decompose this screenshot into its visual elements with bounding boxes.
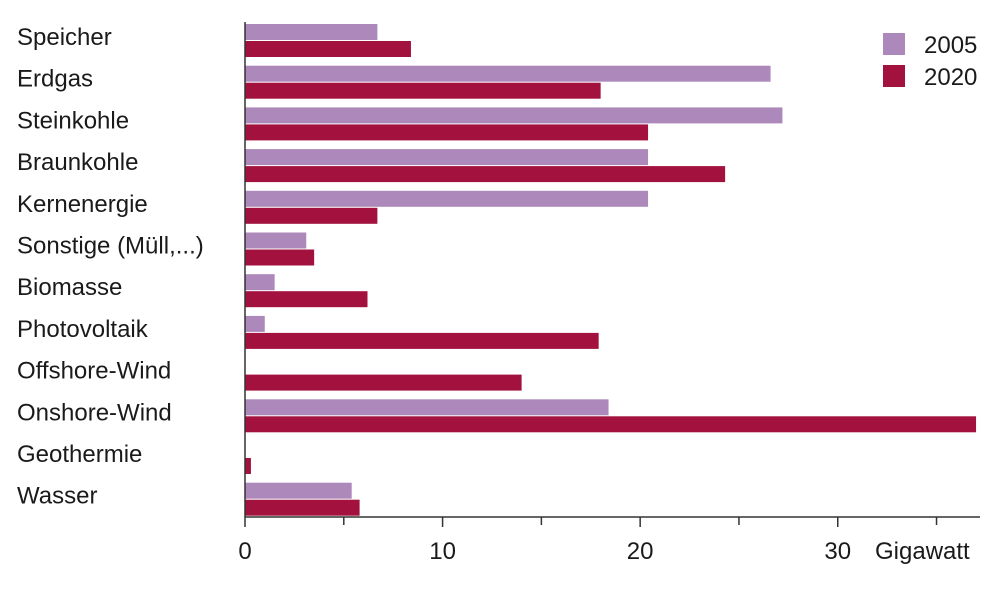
category-label: Speicher	[17, 24, 112, 51]
bar-2020	[245, 332, 599, 349]
x-tick-label: 10	[429, 538, 456, 565]
bar-2005	[245, 65, 771, 82]
bar-2020	[245, 41, 411, 57]
legend-label-2005: 2005	[924, 32, 977, 59]
legend: 2005 2020	[883, 32, 977, 91]
category-label: Braunkohle	[17, 149, 138, 176]
category-label: Offshore-Wind	[17, 358, 171, 385]
bar-2005	[245, 315, 265, 332]
bar-2005	[245, 482, 352, 499]
bar-2005	[245, 399, 609, 416]
category-label: Geothermie	[17, 441, 142, 468]
x-tick-label: 20	[627, 538, 654, 565]
x-axis-ticks: 0 10 20 30	[238, 517, 938, 565]
bar-2020	[245, 374, 522, 391]
bars-group	[245, 24, 977, 516]
bar-2020	[245, 416, 977, 433]
category-label: Biomasse	[17, 274, 122, 301]
category-labels: Speicher Erdgas Steinkohle Braunkohle Kernen…	[17, 24, 204, 510]
bar-2005	[245, 190, 649, 207]
x-axis-unit-label: Gigawatt	[875, 538, 970, 565]
category-label: Steinkohle	[17, 107, 129, 134]
bar-2020	[245, 249, 315, 266]
category-label: Sonstige (Müll,...)	[17, 233, 204, 260]
bar-2020	[245, 82, 601, 99]
bar-2005	[245, 232, 307, 249]
category-label: Erdgas	[17, 66, 93, 93]
bar-2020	[245, 124, 649, 141]
bar-2005	[245, 274, 275, 291]
bar-2005	[245, 107, 783, 124]
bar-2020	[245, 291, 368, 308]
bar-2020	[245, 207, 378, 224]
legend-swatch-2005	[883, 33, 905, 55]
category-label: Wasser	[17, 483, 97, 510]
bar-2005	[245, 24, 378, 40]
legend-swatch-2020	[883, 65, 905, 87]
bar-2020	[245, 166, 726, 183]
x-tick-label: 0	[238, 538, 251, 565]
bar-2005	[245, 149, 649, 166]
category-label: Onshore-Wind	[17, 399, 172, 426]
category-label: Photovoltaik	[17, 316, 149, 343]
bar-2020	[245, 499, 360, 516]
bar-2020	[245, 458, 251, 474]
legend-label-2020: 2020	[924, 64, 977, 91]
x-tick-label: 30	[824, 538, 851, 565]
category-label: Kernenergie	[17, 191, 148, 218]
